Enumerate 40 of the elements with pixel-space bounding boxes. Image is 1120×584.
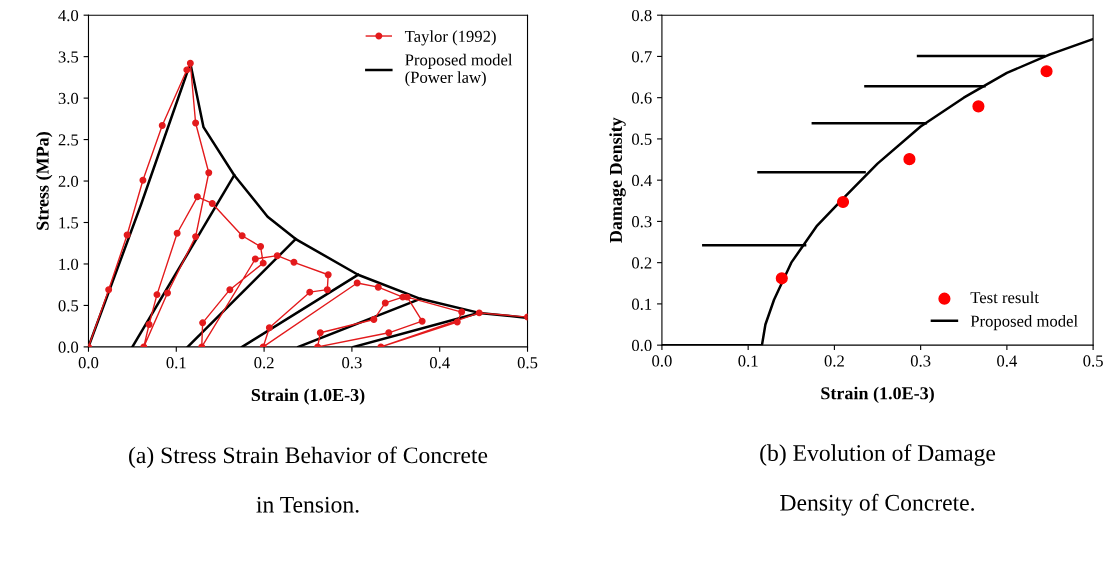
- y-tick-label: 0.0: [632, 339, 652, 352]
- x-tick-label: 0.1: [738, 355, 758, 367]
- y-tick-label: 0.2: [632, 257, 652, 269]
- y-tick-label: 1.0: [59, 258, 79, 270]
- x-tick-label: 0.0: [652, 355, 672, 367]
- y-tick-label: 0.6: [632, 92, 652, 104]
- y-tick-label: 3.5: [58, 51, 79, 63]
- x-tick-label: 0.1: [166, 357, 186, 369]
- y-tick-label: 0.4: [632, 174, 652, 187]
- x-axis-title: Strain (1.0E-3): [251, 388, 365, 405]
- x-tick-label: 0.3: [910, 355, 931, 367]
- y-tick-label: 0.3: [632, 216, 652, 228]
- y-tick-label: 2.0: [58, 175, 79, 188]
- y-tick-label: 0.5: [58, 300, 79, 312]
- y-tick-label: 0.1: [632, 298, 652, 310]
- x-tick-label: 0.4: [997, 355, 1018, 367]
- legend-label: Proposed model (Power law): [405, 53, 513, 87]
- x-tick-label: 0.5: [1083, 355, 1103, 367]
- y-axis-title: Stress (MPa): [35, 132, 53, 230]
- x-tick-label: 0.5: [517, 357, 538, 369]
- x-tick-label: 0.4: [429, 357, 450, 369]
- legend-label: Proposed model: [970, 315, 1078, 331]
- y-tick-label: 1.5: [59, 217, 79, 229]
- y-tick-label: 4.0: [58, 9, 79, 22]
- y-tick-label: 0.0: [58, 341, 79, 353]
- x-tick-label: 0.2: [824, 355, 844, 367]
- x-tick-label: 0.2: [254, 357, 274, 369]
- legend-label: Test result: [970, 291, 1039, 304]
- x-tick-label: 0.0: [78, 357, 99, 369]
- y-tick-label: 0.8: [632, 9, 652, 22]
- y-axis-title: Damage Density: [609, 117, 626, 243]
- y-tick-label: 3.0: [58, 92, 79, 105]
- y-tick-label: 0.5: [632, 133, 652, 145]
- y-tick-label: 2.5: [58, 134, 79, 146]
- text: (a) Stress Strain Behavior of Concrete in Tension.: [129, 446, 488, 513]
- legend-label: Taylor (1992): [404, 30, 496, 46]
- x-axis-title: Strain (1.0E-3): [821, 386, 934, 404]
- text: (b) Evolution of Damage Density of Concrete.: [760, 444, 996, 516]
- y-tick-label: 0.7: [632, 51, 652, 63]
- x-tick-label: 0.3: [342, 357, 362, 369]
